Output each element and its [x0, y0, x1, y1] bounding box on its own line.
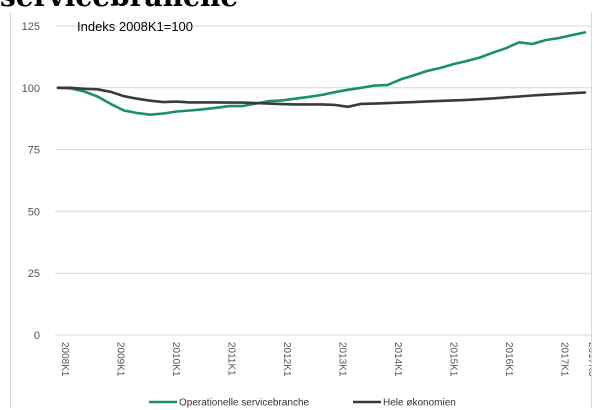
x-tick-label: 2013K1: [336, 342, 347, 377]
x-tick-label: 2010K1: [170, 342, 181, 377]
y-tick-label: 50: [28, 206, 40, 218]
x-tick-label: 2017K1: [558, 342, 569, 377]
legend-label: Operationelle servicebranche: [179, 398, 310, 409]
legend-label: Hele økonomien: [383, 398, 456, 409]
x-tick-label: 2016K1: [503, 342, 514, 377]
x-tick-label: 2008K1: [59, 342, 70, 377]
chart-frame: 0 25 50 75 100 125 2008K1 2009K1 2010K1 2011K1 20…: [10, 12, 592, 408]
x-axis-ticks: 2008K1 2009K1 2010K1 2011K1 2012K1 2013K1 2014…: [59, 342, 591, 377]
grid-lines: [55, 25, 591, 336]
x-tick-label: 2017K3: [586, 342, 591, 377]
series-line-1: [56, 31, 587, 116]
series-line-2: [56, 86, 587, 109]
x-tick-label: 2012K1: [281, 342, 292, 377]
chart-header-title: servicebranche: [0, 0, 594, 12]
y-tick-label: 25: [28, 268, 40, 280]
y-tick-label: 75: [28, 145, 40, 157]
x-tick-label: 2014K1: [392, 342, 403, 377]
y-tick-label: 0: [34, 330, 40, 342]
y-tick-label: 125: [22, 21, 40, 33]
legend: Operationelle servicebranche Hele økonomi…: [149, 398, 456, 409]
series-lines: [56, 31, 587, 116]
y-tick-label: 100: [22, 83, 40, 95]
x-tick-label: 2011K1: [225, 342, 236, 376]
y-axis-ticks: 0 25 50 75 100 125: [22, 21, 40, 342]
x-tick-label: 2009K1: [114, 342, 125, 377]
chart-annotation: Indeks 2008K1=100: [77, 19, 193, 34]
x-tick-label: 2015K1: [447, 342, 458, 377]
